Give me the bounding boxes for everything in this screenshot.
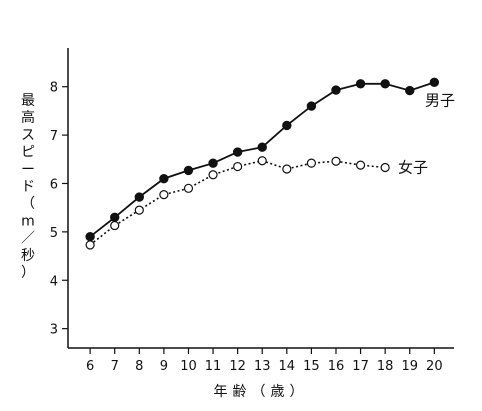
y-axis-title-char: ） (21, 265, 35, 281)
y-axis-title: 最高スピード（ m ／秒） (21, 93, 35, 281)
data-point-filled (159, 173, 169, 184)
data-point-filled (306, 101, 317, 111)
data-point-open (257, 156, 267, 166)
x-tick-label: 20 (426, 359, 443, 374)
data-point-open (159, 190, 169, 200)
series-label-male: 男子 (425, 91, 455, 109)
data-point-filled (232, 147, 243, 157)
data-point-open (306, 158, 317, 168)
series-layer (85, 77, 440, 250)
y-axis-title-char: m (21, 213, 35, 229)
data-point-open (134, 205, 144, 215)
data-point-filled (208, 158, 218, 168)
y-tick-label: 8 (50, 81, 58, 96)
y-tick-label: 6 (50, 177, 58, 192)
y-axis-title-char: ピ (21, 145, 35, 161)
y-axis-title-char: 最 (21, 93, 35, 109)
data-point-open (331, 156, 341, 166)
y-axis-title-char: （ (21, 196, 35, 212)
x-tick-label: 9 (160, 359, 168, 374)
series-label-female: 女子 (398, 159, 428, 177)
data-point-filled (110, 212, 120, 223)
x-tick-label: 8 (135, 359, 143, 374)
data-point-open (85, 240, 95, 250)
data-point-filled (183, 165, 194, 176)
data-point-open (208, 170, 218, 180)
x-tick-label: 12 (229, 359, 246, 374)
series-line-2 (89, 159, 386, 246)
y-tick-label: 5 (50, 226, 58, 241)
y-axis-title-char: 秒 (21, 248, 35, 264)
y-axis-title-char: ／ (21, 231, 35, 247)
x-tick-label: 18 (377, 359, 394, 374)
y-axis-title-char: 高 (21, 109, 35, 126)
data-point-filled (85, 232, 95, 242)
x-tick-label: 11 (205, 359, 222, 374)
y-tick-label: 7 (50, 129, 58, 144)
x-tick-label: 19 (401, 359, 418, 374)
data-point-open (282, 164, 292, 174)
x-tick-label: 10 (180, 359, 197, 374)
data-point-filled (405, 85, 415, 96)
data-point-open (233, 161, 243, 172)
x-axis-title: 年齢（歳） (214, 384, 309, 400)
data-point-filled (355, 79, 366, 89)
data-point-open (380, 162, 390, 173)
x-tick-label: 15 (303, 359, 320, 374)
y-axis-title-char: ド (21, 179, 35, 195)
data-point-filled (257, 142, 267, 152)
data-point-filled (134, 192, 144, 202)
x-tick-label: 14 (279, 359, 296, 374)
x-tick-label: 16 (328, 359, 345, 374)
y-axis-title-char: ー (21, 162, 35, 178)
y-tick-label: 3 (50, 323, 58, 338)
x-tick-label: 6 (86, 359, 94, 374)
data-point-open (355, 160, 366, 170)
data-point-filled (380, 79, 390, 89)
data-point-filled (429, 77, 440, 88)
axes: 3 4 5 6 7 8 6 7 8 9 10 11 12 13 14 15 16 17 18 19 20 (50, 48, 454, 374)
x-tick-label: 13 (254, 359, 271, 374)
data-point-open (110, 220, 120, 231)
x-tick-label: 17 (352, 359, 369, 374)
y-axis-title-char: ス (21, 127, 35, 143)
data-point-open (183, 183, 194, 193)
data-point-filled (282, 120, 292, 131)
y-tick-label: 4 (50, 274, 58, 289)
data-point-filled (331, 85, 341, 95)
x-tick-label: 7 (111, 359, 119, 374)
